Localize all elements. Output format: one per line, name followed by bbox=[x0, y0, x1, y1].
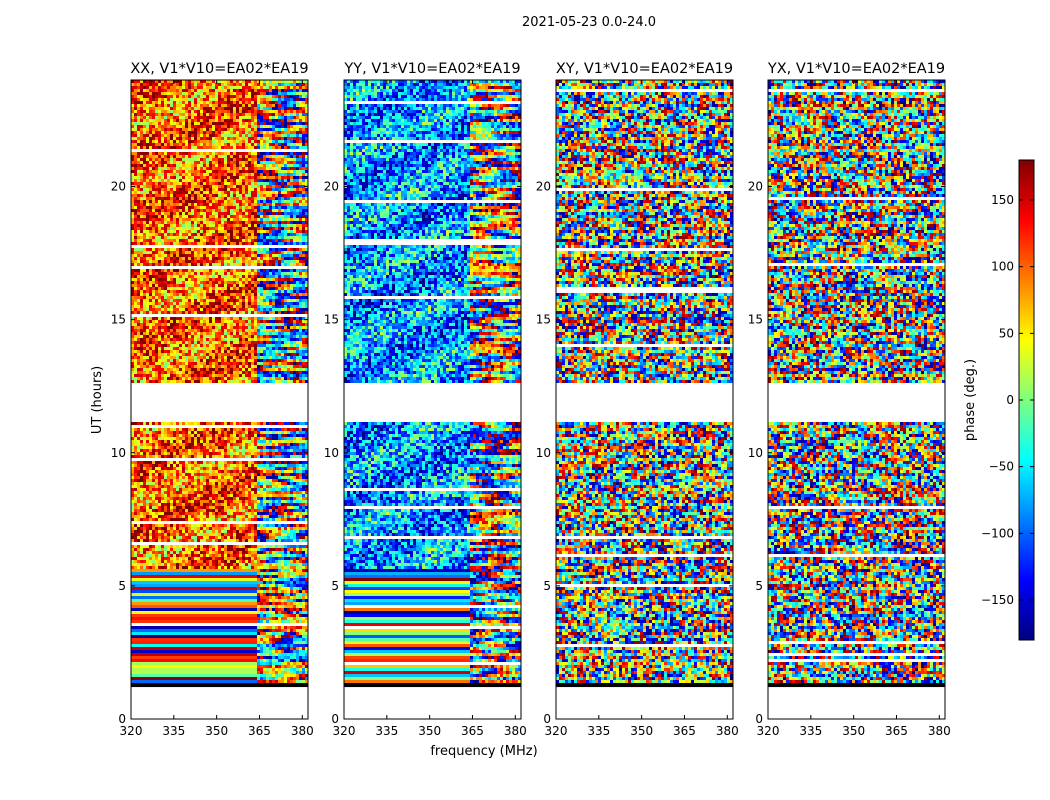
panel-yy: YY, V1*V10=EA02*EA19 320 335 350 365 380 0 5 10 1… bbox=[324, 61, 527, 738]
x-tick-label: 380 bbox=[291, 724, 314, 738]
y-tick-label: 15 bbox=[111, 313, 126, 327]
y-tick-label: 20 bbox=[324, 180, 339, 194]
colorbar-tick-label: −150 bbox=[981, 593, 1014, 607]
x-tick-label: 350 bbox=[205, 724, 228, 738]
y-tick-label: 0 bbox=[755, 712, 763, 726]
y-tick-label: 0 bbox=[331, 712, 339, 726]
colorbar-tick-label: 50 bbox=[999, 326, 1014, 340]
colorbar-gradient bbox=[1019, 160, 1034, 640]
flag-band bbox=[768, 683, 945, 688]
y-tick-label: 5 bbox=[331, 579, 339, 593]
x-tick-label: 365 bbox=[885, 724, 908, 738]
phase-image bbox=[344, 80, 521, 686]
x-tick-label: 350 bbox=[842, 724, 865, 738]
x-tick-label: 350 bbox=[418, 724, 441, 738]
panel-title: XY, V1*V10=EA02*EA19 bbox=[556, 61, 733, 77]
y-tick-label: 15 bbox=[536, 313, 551, 327]
phase-image bbox=[556, 80, 733, 686]
x-tick-label: 380 bbox=[928, 724, 951, 738]
x-tick-label: 335 bbox=[162, 724, 185, 738]
x-tick-label: 350 bbox=[630, 724, 653, 738]
flag-band bbox=[131, 683, 308, 688]
y-tick-label: 20 bbox=[111, 180, 126, 194]
colorbar-label: phase (deg.) bbox=[963, 359, 978, 441]
panel-title: YX, V1*V10=EA02*EA19 bbox=[767, 61, 945, 77]
x-axis-label: frequency (MHz) bbox=[430, 744, 537, 759]
y-tick-label: 20 bbox=[536, 180, 551, 194]
flag-band bbox=[556, 683, 733, 688]
panel-title: XX, V1*V10=EA02*EA19 bbox=[130, 61, 308, 77]
colorbar-tick-label: −100 bbox=[981, 526, 1014, 540]
x-tick-label: 365 bbox=[248, 724, 271, 738]
panel-yx: YX, V1*V10=EA02*EA19 320 335 350 365 380 0 5 10 1… bbox=[748, 61, 951, 738]
y-tick-label: 20 bbox=[748, 180, 763, 194]
x-tick-label: 320 bbox=[333, 724, 356, 738]
panel-frame bbox=[130, 79, 309, 720]
y-tick-label: 5 bbox=[118, 579, 126, 593]
x-tick-label: 335 bbox=[799, 724, 822, 738]
heatmap-panels: XX, V1*V10=EA02*EA19 320 335 350 365 380 0 5 10 1… bbox=[111, 61, 951, 738]
x-tick-label: 320 bbox=[545, 724, 568, 738]
x-tick-label: 335 bbox=[587, 724, 610, 738]
panel-xy: XY, V1*V10=EA02*EA19 320 335 350 365 380 0 5 10 1… bbox=[536, 61, 739, 738]
figure-title: 2021-05-23 0.0-24.0 bbox=[522, 15, 656, 30]
x-tick-label: 320 bbox=[757, 724, 780, 738]
flag-band bbox=[344, 683, 521, 688]
y-tick-label: 15 bbox=[324, 313, 339, 327]
x-tick-label: 380 bbox=[504, 724, 527, 738]
panel-frame bbox=[767, 79, 946, 720]
phase-image bbox=[768, 80, 945, 686]
phase-image bbox=[131, 80, 308, 683]
x-tick-label: 380 bbox=[716, 724, 739, 738]
colorbar-tick-label: 150 bbox=[991, 193, 1014, 207]
y-axis-label: UT (hours) bbox=[90, 366, 105, 434]
x-tick-label: 365 bbox=[461, 724, 484, 738]
y-tick-label: 5 bbox=[755, 579, 763, 593]
y-tick-label: 15 bbox=[748, 313, 763, 327]
y-tick-label: 5 bbox=[543, 579, 551, 593]
colorbar-tick-label: 0 bbox=[1006, 393, 1014, 407]
colorbar-tick-label: 100 bbox=[991, 260, 1014, 274]
panel-title: YY, V1*V10=EA02*EA19 bbox=[343, 61, 520, 77]
y-tick-label: 10 bbox=[111, 446, 126, 460]
panel-frame bbox=[343, 79, 522, 720]
x-tick-label: 320 bbox=[120, 724, 143, 738]
x-tick-label: 335 bbox=[375, 724, 398, 738]
colorbar: 150 100 50 0 −50 −100 −150 bbox=[981, 159, 1035, 641]
panel-xx: XX, V1*V10=EA02*EA19 320 335 350 365 380 0 5 10 1… bbox=[111, 61, 314, 738]
y-tick-label: 10 bbox=[536, 446, 551, 460]
y-tick-label: 10 bbox=[748, 446, 763, 460]
colorbar-tick-label: −50 bbox=[989, 460, 1014, 474]
panel-frame bbox=[555, 79, 734, 720]
y-tick-label: 0 bbox=[118, 712, 126, 726]
y-tick-label: 0 bbox=[543, 712, 551, 726]
x-tick-label: 365 bbox=[673, 724, 696, 738]
y-tick-label: 10 bbox=[324, 446, 339, 460]
